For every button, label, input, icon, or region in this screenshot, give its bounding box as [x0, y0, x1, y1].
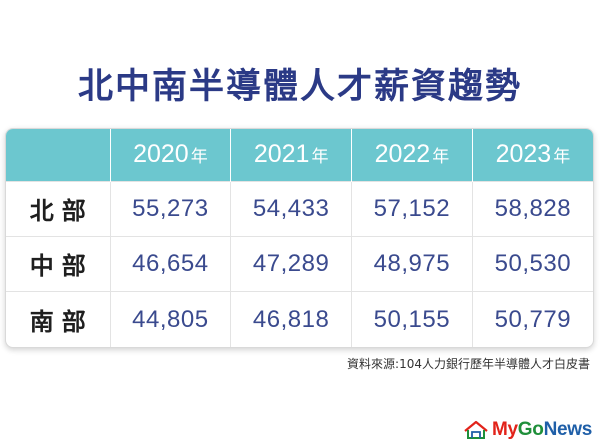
salary-cell: 47,289 — [230, 235, 352, 292]
salary-table: 2020 年 2021 年 2022 年 2023 年 北部 55,273 54,433… — [6, 129, 593, 347]
salary-cell: 58,828 — [471, 180, 593, 237]
year-unit: 年 — [432, 147, 450, 167]
salary-cell: 46,654 — [109, 235, 231, 292]
row-label-central: 中部 — [6, 235, 110, 292]
salary-cell: 50,530 — [471, 235, 593, 292]
logo-my: My — [491, 419, 518, 440]
year-unit: 年 — [311, 147, 329, 167]
table-header-row: 2020 年 2021 年 2022 年 2023 年 — [6, 129, 593, 181]
salary-cell: 57,152 — [351, 180, 473, 237]
table-row: 中部 46,654 47,289 48,975 50,530 — [6, 235, 593, 292]
year-unit: 年 — [190, 147, 208, 167]
mygonews-logo: MyGoNews — [463, 419, 592, 441]
header-year-value: 2023 — [495, 140, 552, 169]
header-year-value: 2021 — [253, 140, 310, 169]
year-unit: 年 — [553, 147, 571, 167]
page-title: 北中南半導體人才薪資趨勢 — [77, 67, 522, 107]
salary-cell: 48,975 — [351, 235, 473, 292]
salary-cell: 44,805 — [109, 291, 231, 347]
logo-news: News — [543, 419, 593, 440]
row-label-south: 南部 — [6, 291, 110, 347]
salary-table-card: 2020 年 2021 年 2022 年 2023 年 北部 55,273 54,433… — [5, 128, 594, 348]
header-year: 2021 年 — [230, 129, 352, 181]
table-row: 南部 44,805 46,818 50,155 50,779 — [6, 291, 593, 347]
row-label-north: 北部 — [6, 180, 110, 237]
salary-cell: 46,818 — [230, 291, 352, 347]
header-year: 2022 年 — [351, 129, 473, 181]
salary-cell: 55,273 — [109, 180, 231, 237]
logo-wordmark: MyGoNews — [492, 419, 592, 441]
salary-cell: 50,779 — [471, 291, 593, 347]
table-row: 北部 55,273 54,433 57,152 58,828 — [6, 180, 593, 237]
salary-cell: 50,155 — [351, 291, 473, 347]
header-year: 2020 年 — [109, 129, 231, 181]
header-year-value: 2020 — [133, 140, 189, 169]
header-year-value: 2022 — [374, 140, 431, 169]
header-corner — [6, 129, 110, 181]
source-note: 資料來源:104人力銀行歷年半導體人才白皮書 — [347, 357, 590, 371]
house-icon — [464, 420, 488, 439]
header-year: 2023 年 — [471, 129, 593, 181]
logo-go: Go — [517, 419, 544, 440]
salary-cell: 54,433 — [230, 180, 352, 237]
